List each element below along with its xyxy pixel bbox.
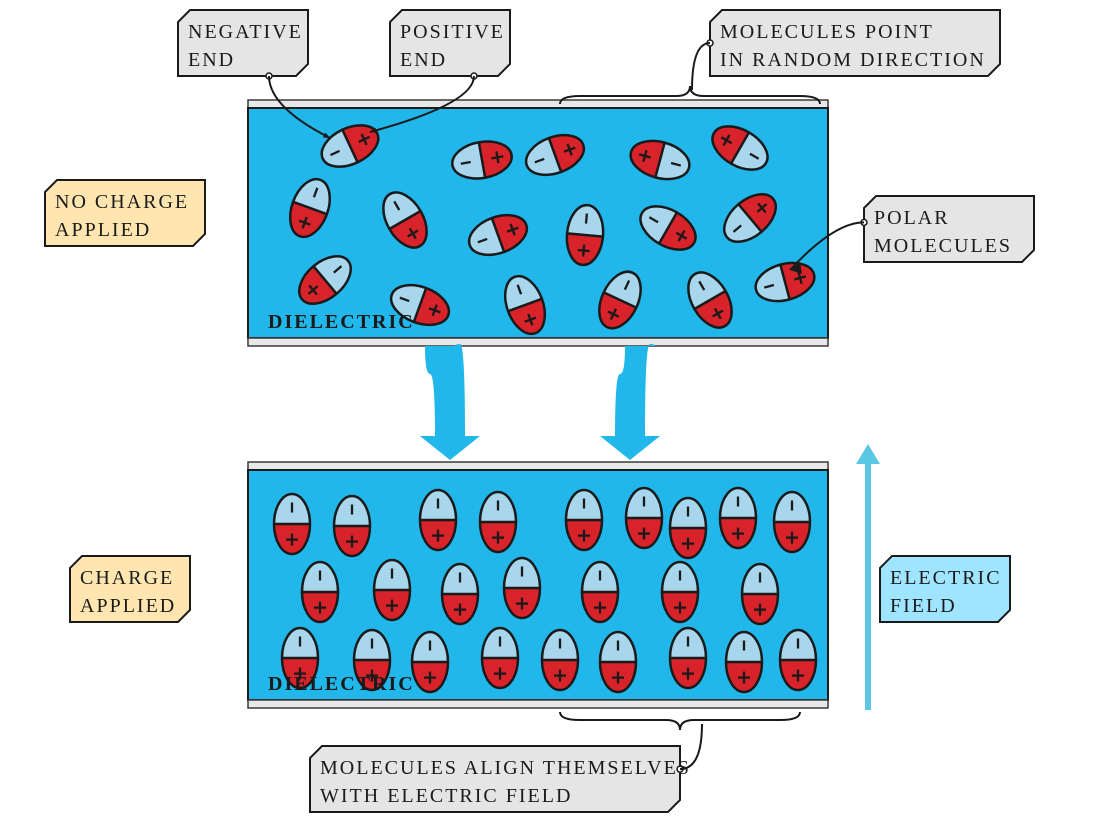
label-neg_end-line0: NEGATIVE	[188, 21, 303, 43]
polar-molecule	[670, 628, 706, 688]
charge-applied-block-label: DIELECTRIC	[268, 673, 415, 695]
polar-molecule	[442, 564, 478, 624]
polar-molecule	[274, 494, 310, 554]
label-efield: ELECTRIC FIELD	[880, 556, 1010, 622]
label-random: MOLECULES POINT IN RANDOM DIRECTION	[710, 10, 1000, 76]
polar-molecule	[480, 492, 516, 552]
label-no_charge-line0: NO CHARGE	[55, 191, 189, 213]
label-polar-line1: MOLECULES	[874, 235, 1012, 257]
label-polar-line0: POLAR	[874, 207, 950, 229]
polar-molecule	[542, 630, 578, 690]
polar-molecule	[582, 562, 618, 622]
polar-molecule	[670, 498, 706, 558]
label-charge-line1: APPLIED	[80, 595, 176, 617]
label-efield-line1: FIELD	[890, 595, 957, 617]
polar-molecule	[626, 488, 662, 548]
label-random-line1: IN RANDOM DIRECTION	[720, 49, 986, 71]
label-charge: CHARGE APPLIED	[70, 556, 190, 622]
label-pos_end-line0: POSITIVE	[400, 21, 505, 43]
polar-molecule	[600, 632, 636, 692]
label-charge-line0: CHARGE	[80, 567, 174, 589]
polar-molecule	[374, 560, 410, 620]
label-polar: POLAR MOLECULES	[864, 196, 1034, 262]
align-brace	[560, 712, 800, 730]
label-efield-line0: ELECTRIC	[890, 567, 1002, 589]
label-random-line0: MOLECULES POINT	[720, 21, 934, 43]
label-neg_end-line1: END	[188, 49, 235, 71]
polar-molecule	[720, 488, 756, 548]
polar-molecule	[726, 632, 762, 692]
polar-molecule	[412, 632, 448, 692]
label-no_charge-line1: APPLIED	[55, 219, 151, 241]
charge-applied-block: DIELECTRIC	[248, 462, 828, 708]
no-charge-block: DIELECTRIC	[248, 100, 828, 346]
label-no_charge: NO CHARGE APPLIED	[45, 180, 205, 246]
polar-molecule	[504, 558, 540, 618]
polar-molecule	[774, 492, 810, 552]
polar-molecule	[742, 564, 778, 624]
polar-molecule	[302, 562, 338, 622]
label-pos_end-line1: END	[400, 49, 447, 71]
label-pos_end: POSITIVE END	[390, 10, 510, 76]
dielectric-diagram: DIELECTRIC DIELECTRIC NEGATIVE END POSITIVE E…	[0, 0, 1100, 822]
label-align-line1: WITH ELECTRIC FIELD	[320, 785, 572, 807]
polar-molecule	[566, 490, 602, 550]
no-charge-block-label: DIELECTRIC	[268, 311, 415, 333]
transition-arrow	[420, 344, 480, 460]
label-align: MOLECULES ALIGN THEMSELVES WITH ELECTRIC …	[310, 746, 691, 812]
polar-molecule	[662, 562, 698, 622]
transition-arrow	[600, 344, 660, 460]
polar-molecule	[420, 490, 456, 550]
label-align-line0: MOLECULES ALIGN THEMSELVES	[320, 757, 691, 779]
polar-molecule	[334, 496, 370, 556]
polar-molecule	[482, 628, 518, 688]
polar-molecule	[780, 630, 816, 690]
label-neg_end: NEGATIVE END	[178, 10, 308, 76]
